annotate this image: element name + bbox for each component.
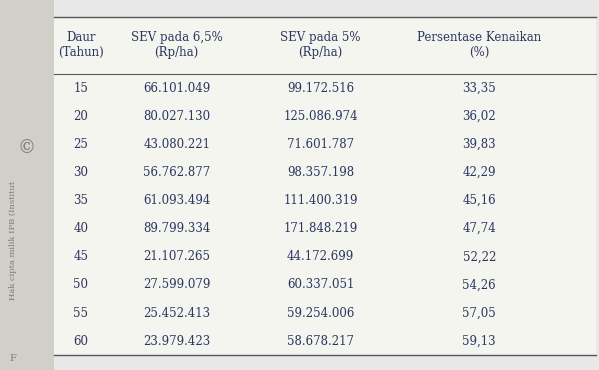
Text: 42,29: 42,29 <box>462 166 496 179</box>
Text: 66.101.049: 66.101.049 <box>143 81 210 95</box>
Text: 56.762.877: 56.762.877 <box>143 166 210 179</box>
Text: 21.107.265: 21.107.265 <box>143 250 210 263</box>
Text: 35: 35 <box>73 194 89 207</box>
Text: Hak cipta milik IPB (Institut: Hak cipta milik IPB (Institut <box>9 181 17 300</box>
Text: 55: 55 <box>73 306 89 320</box>
Text: 71.601.787: 71.601.787 <box>287 138 354 151</box>
Text: SEV pada 5%
(Rp/ha): SEV pada 5% (Rp/ha) <box>280 31 361 59</box>
Text: 99.172.516: 99.172.516 <box>287 81 354 95</box>
Text: 25: 25 <box>74 138 88 151</box>
Text: 98.357.198: 98.357.198 <box>287 166 354 179</box>
Text: 25.452.413: 25.452.413 <box>143 306 210 320</box>
Text: 43.080.221: 43.080.221 <box>143 138 210 151</box>
Text: 33,35: 33,35 <box>462 81 496 95</box>
Text: 111.400.319: 111.400.319 <box>283 194 358 207</box>
Bar <box>0 0 54 370</box>
Text: Persentase Kenaikan
(%): Persentase Kenaikan (%) <box>417 31 541 59</box>
Text: 15: 15 <box>74 81 88 95</box>
Text: ©: © <box>18 139 36 157</box>
Text: 60: 60 <box>73 334 89 348</box>
Text: 59,13: 59,13 <box>462 334 496 348</box>
Text: 36,02: 36,02 <box>462 110 496 123</box>
Text: SEV pada 6,5%
(Rp/ha): SEV pada 6,5% (Rp/ha) <box>131 31 223 59</box>
Text: Daur
(Tahun): Daur (Tahun) <box>58 31 104 59</box>
Text: 23.979.423: 23.979.423 <box>143 334 210 348</box>
Text: 30: 30 <box>73 166 89 179</box>
Text: 89.799.334: 89.799.334 <box>143 222 210 235</box>
Text: 45,16: 45,16 <box>462 194 496 207</box>
Text: 80.027.130: 80.027.130 <box>143 110 210 123</box>
Text: 47,74: 47,74 <box>462 222 496 235</box>
Text: 125.086.974: 125.086.974 <box>283 110 358 123</box>
Text: 54,26: 54,26 <box>462 278 496 292</box>
Text: 40: 40 <box>73 222 89 235</box>
Text: 171.848.219: 171.848.219 <box>283 222 358 235</box>
Text: 58.678.217: 58.678.217 <box>287 334 354 348</box>
Text: 45: 45 <box>73 250 89 263</box>
Text: 61.093.494: 61.093.494 <box>143 194 210 207</box>
Text: 39,83: 39,83 <box>462 138 496 151</box>
Text: F: F <box>10 354 17 363</box>
Text: 20: 20 <box>74 110 88 123</box>
Text: 57,05: 57,05 <box>462 306 496 320</box>
Text: 27.599.079: 27.599.079 <box>143 278 210 292</box>
Text: 59.254.006: 59.254.006 <box>287 306 354 320</box>
Text: 60.337.051: 60.337.051 <box>287 278 354 292</box>
Text: 52,22: 52,22 <box>462 250 496 263</box>
Text: 50: 50 <box>73 278 89 292</box>
Text: 44.172.699: 44.172.699 <box>287 250 354 263</box>
